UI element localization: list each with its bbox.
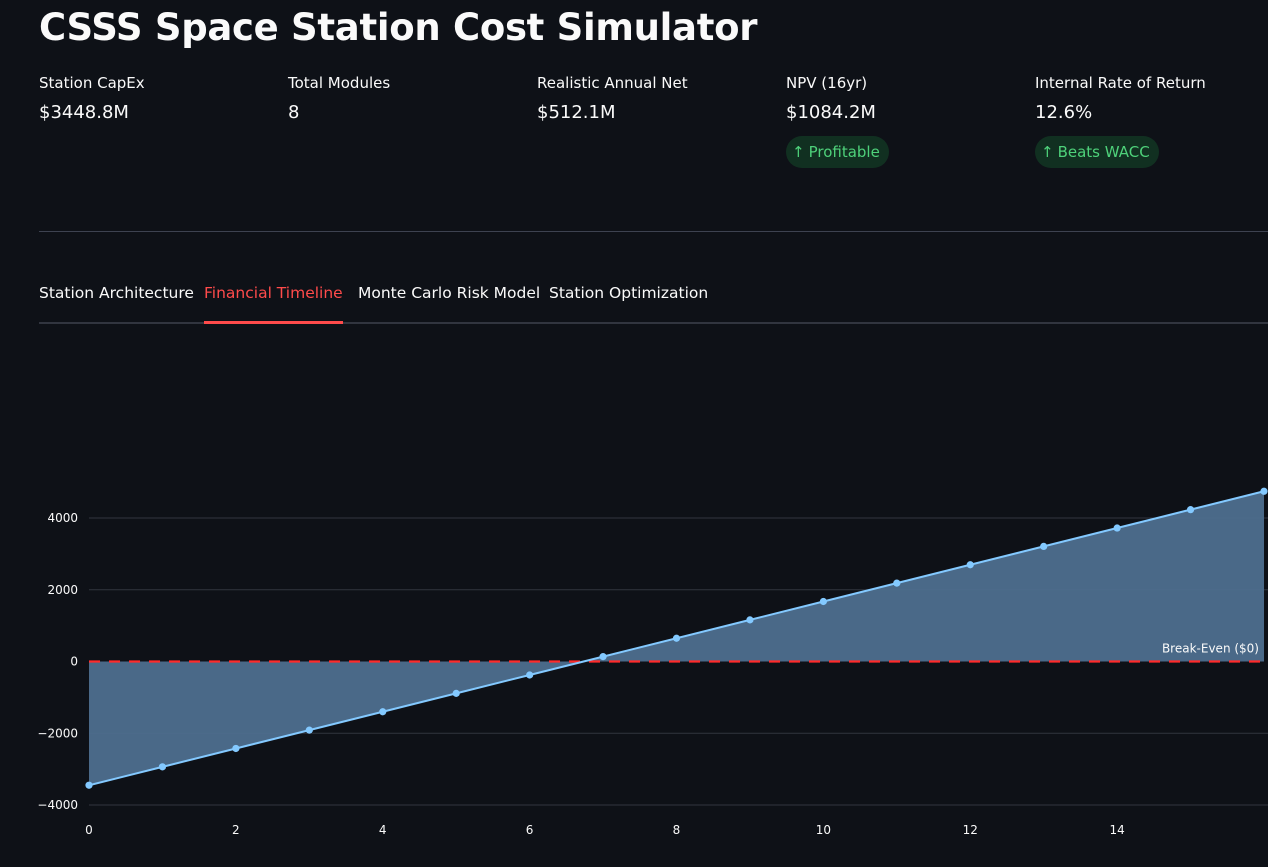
data-point — [746, 616, 754, 624]
data-point — [526, 671, 534, 679]
metric-label: Internal Rate of Return — [1035, 74, 1206, 92]
data-point — [672, 634, 681, 642]
section-divider — [39, 231, 1268, 232]
data-point — [452, 689, 460, 697]
y-axis-ticks: −4000 −2000 0 2000 4000 — [37, 511, 78, 812]
data-point — [1260, 487, 1268, 495]
x-tick-label: 12 — [963, 823, 978, 837]
data-point — [305, 726, 313, 734]
tab-station-architecture[interactable]: Station Architecture — [39, 284, 194, 302]
x-tick-label: 6 — [526, 823, 534, 837]
data-point — [158, 763, 167, 771]
metric-delta-badge: ↑ Beats WACC — [1035, 136, 1159, 168]
metric-value: 12.6% — [1035, 102, 1093, 123]
data-point — [599, 653, 607, 661]
data-point — [819, 597, 827, 606]
y-tick-label: 2000 — [47, 583, 78, 597]
metric-station-capex: Station CapEx $3448.8M — [39, 72, 279, 126]
tab-financial-timeline[interactable]: Financial Timeline — [204, 284, 343, 324]
x-tick-label: 2 — [232, 823, 240, 837]
metric-label: Total Modules — [288, 74, 391, 92]
tab-station-optimization[interactable]: Station Optimization — [549, 284, 709, 302]
chart-points — [85, 487, 1268, 789]
arrow-up-icon: ↑ — [792, 142, 805, 161]
data-point — [1186, 506, 1195, 514]
metric-value: $3448.8M — [39, 102, 129, 123]
metric-npv: NPV (16yr) $1084.2M ↑ Profitable — [786, 72, 1026, 168]
data-point — [893, 579, 901, 587]
metric-value: 8 — [288, 102, 300, 123]
metric-value: $512.1M — [537, 102, 616, 123]
break-even-label: Break-Even ($0) — [1162, 642, 1259, 656]
data-point — [966, 561, 974, 569]
financial-timeline-chart: −4000 −2000 0 2000 4000 0 2 4 6 8 10 12 14 Break-Ev… — [0, 420, 1268, 867]
y-tick-label: −4000 — [37, 798, 78, 812]
x-tick-label: 8 — [673, 823, 681, 837]
chart-svg: −4000 −2000 0 2000 4000 0 2 4 6 8 10 12 14 Break-Ev… — [37, 487, 1268, 837]
metric-label: Realistic Annual Net — [537, 74, 688, 92]
y-tick-label: 4000 — [47, 511, 78, 525]
metric-delta-label: Beats WACC — [1057, 143, 1150, 161]
data-point — [1040, 542, 1048, 550]
arrow-up-icon: ↑ — [1041, 142, 1054, 161]
data-point — [232, 744, 240, 753]
y-tick-label: 0 — [70, 655, 78, 669]
data-point — [379, 708, 387, 716]
y-tick-label: −2000 — [37, 726, 78, 740]
metric-delta-badge: ↑ Profitable — [786, 136, 889, 168]
x-tick-label: 10 — [816, 823, 831, 837]
page-title: CSSS Space Station Cost Simulator — [39, 6, 758, 49]
metric-label: NPV (16yr) — [786, 74, 868, 92]
data-point — [85, 781, 93, 789]
data-point — [1113, 524, 1121, 532]
tab-bar: Station Architecture Financial Timeline … — [39, 272, 1268, 324]
x-axis-ticks: 0 2 4 6 8 10 12 14 — [85, 823, 1125, 837]
x-tick-label: 14 — [1109, 823, 1124, 837]
metric-realistic-annual-net: Realistic Annual Net $512.1M — [537, 72, 777, 126]
tab-monte-carlo-risk-model[interactable]: Monte Carlo Risk Model — [358, 284, 541, 302]
metric-total-modules: Total Modules 8 — [288, 72, 528, 126]
metric-irr: Internal Rate of Return 12.6% ↑ Beats WA… — [1035, 72, 1268, 168]
metric-label: Station CapEx — [39, 74, 145, 92]
metrics-row: Station CapEx $3448.8M Total Modules 8 R… — [39, 72, 1268, 182]
metric-delta-label: Profitable — [808, 143, 880, 161]
x-tick-label: 0 — [85, 823, 93, 837]
x-tick-label: 4 — [379, 823, 387, 837]
metric-value: $1084.2M — [786, 102, 876, 123]
